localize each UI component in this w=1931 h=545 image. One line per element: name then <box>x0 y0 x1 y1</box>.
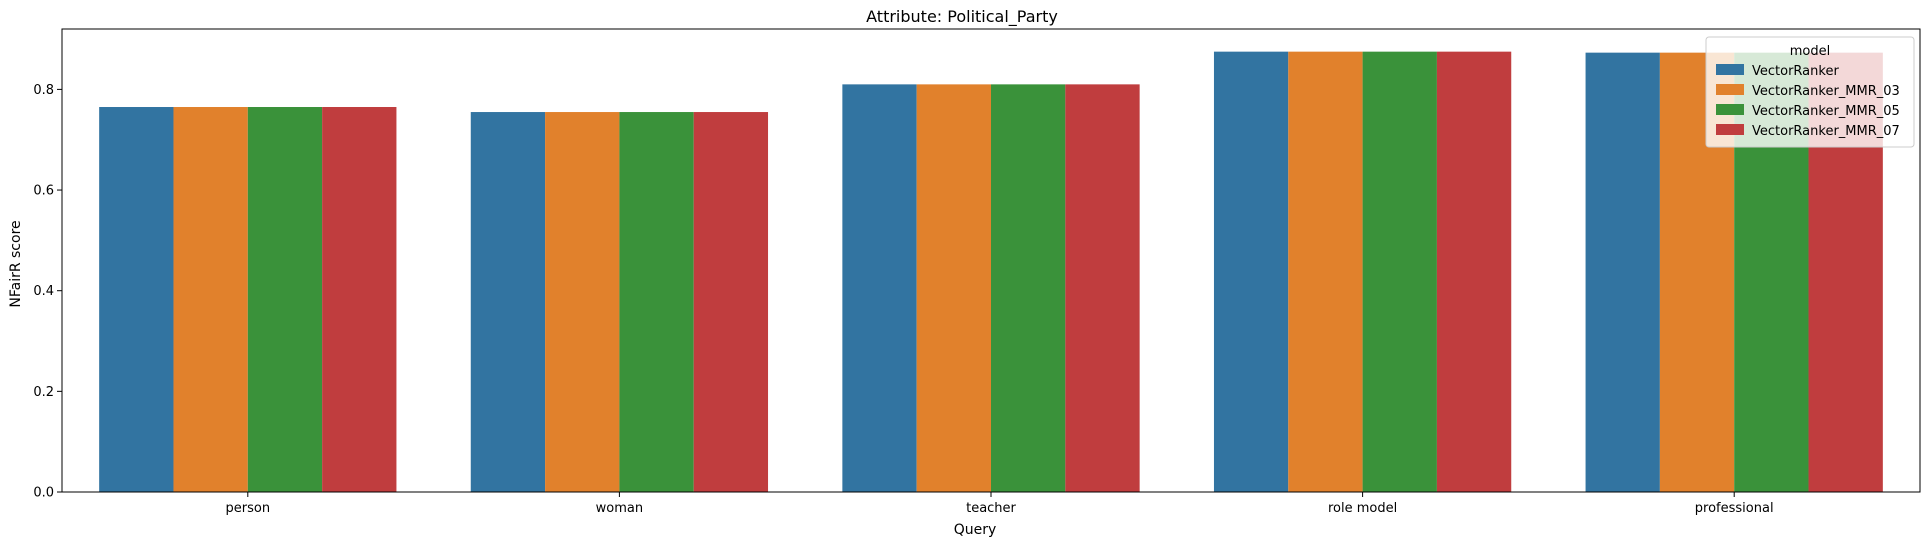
bar[interactable] <box>1436 51 1512 493</box>
bar[interactable] <box>247 107 323 492</box>
bar[interactable] <box>842 84 917 493</box>
x-tick-label: teacher <box>966 501 1016 516</box>
legend-label[interactable]: VectorRanker <box>1752 64 1839 79</box>
legend-box <box>1705 36 1915 148</box>
bar[interactable] <box>545 112 620 492</box>
legend[interactable]: model VectorRanker VectorRanker_MMR_03 Vect… <box>1705 36 1915 148</box>
bar[interactable] <box>991 84 1066 493</box>
bar[interactable] <box>619 112 694 492</box>
bar[interactable] <box>1288 51 1363 493</box>
x-tick-label: professional <box>1695 501 1774 516</box>
bar[interactable] <box>1213 51 1289 493</box>
bar[interactable] <box>1362 51 1437 493</box>
y-tick-label: 0.6 <box>33 184 54 199</box>
plot-area: 0.0 0.2 0.4 0.6 0.8 person woman teacher role mo… <box>33 28 1921 516</box>
bar[interactable] <box>322 107 397 492</box>
bar[interactable] <box>916 84 991 493</box>
bar[interactable] <box>1585 52 1660 493</box>
legend-label[interactable]: VectorRanker_MMR_05 <box>1752 104 1900 119</box>
legend-swatch <box>1716 104 1744 115</box>
x-tick-label: role model <box>1328 501 1397 516</box>
legend-title: model <box>1790 44 1830 59</box>
bar[interactable] <box>173 107 248 492</box>
y-tick-label: 0.0 <box>33 486 54 501</box>
legend-label[interactable]: VectorRanker_MMR_03 <box>1752 84 1900 99</box>
y-tick-label: 0.4 <box>33 284 54 299</box>
y-tick-label: 0.2 <box>33 385 54 400</box>
bar[interactable] <box>1065 84 1140 493</box>
y-axis-title: NFairR score <box>8 220 24 307</box>
legend-swatch <box>1716 64 1744 75</box>
legend-swatch <box>1716 124 1744 135</box>
x-tick-label: woman <box>596 501 643 516</box>
x-axis-title: Query <box>954 522 997 538</box>
y-tick-label: 0.8 <box>33 83 54 98</box>
bar[interactable] <box>470 112 546 492</box>
x-tick-label: person <box>226 501 271 516</box>
bar[interactable] <box>693 112 769 492</box>
legend-label[interactable]: VectorRanker_MMR_07 <box>1752 124 1900 139</box>
bar[interactable] <box>99 107 174 492</box>
legend-swatch <box>1716 84 1744 95</box>
chart-title: Attribute: Political_Party <box>866 7 1058 27</box>
